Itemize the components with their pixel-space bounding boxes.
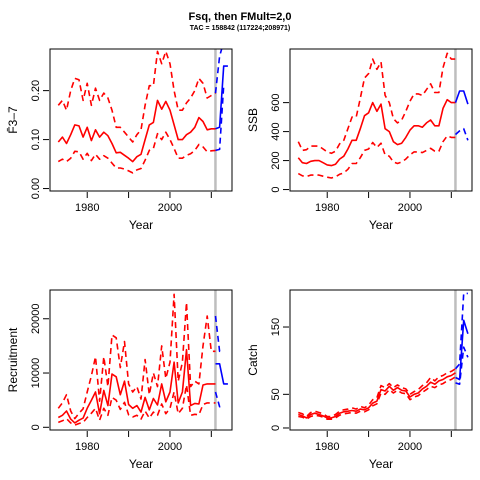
x-tick-label: 2000 xyxy=(158,202,182,214)
plot-area xyxy=(297,52,469,179)
y-tick-label: 20000 xyxy=(30,303,42,334)
x-axis-title: Year xyxy=(129,218,153,232)
y-tick-label: 0 xyxy=(30,424,42,430)
y-tick-label: 0.10 xyxy=(30,129,42,150)
x-tick-label: 2000 xyxy=(398,441,422,453)
y-axis-title: SSB xyxy=(246,108,260,132)
series-estimate-line xyxy=(57,99,216,163)
series-projection-upper-line xyxy=(454,292,468,370)
panel-top-right: 1980 2000 0 200 400 600 Year SSB xyxy=(246,48,473,232)
x-tick-label: 1980 xyxy=(315,441,339,453)
plot-area xyxy=(57,49,228,174)
y-tick-label: 10000 xyxy=(30,358,42,389)
x-tick-label: 1980 xyxy=(75,202,99,214)
series-lower-line xyxy=(298,376,456,421)
series-lower-line xyxy=(57,131,216,174)
series-upper-line xyxy=(297,52,456,155)
panel-top-left: 1980 2000 0.00 0.10 0.20 Year F̄3–7 xyxy=(6,48,233,232)
series-projection-lower-line xyxy=(215,85,225,152)
figure-subtitle: TAC = 158842 (117224;208971) xyxy=(190,25,290,32)
plot-frame xyxy=(49,48,233,192)
x-tick-label: 1980 xyxy=(315,202,339,214)
y-tick-label: 400 xyxy=(270,122,282,140)
y-axis-title: Recruitment xyxy=(6,327,20,392)
plot-area xyxy=(298,292,469,421)
x-axis-title: Year xyxy=(369,218,393,232)
series-lower-line xyxy=(297,135,456,179)
y-tick-label: 0.00 xyxy=(30,178,42,199)
series-projection-line xyxy=(215,362,228,385)
x-tick-label: 2000 xyxy=(398,202,422,214)
series-estimate-line xyxy=(297,98,456,167)
y-tick-label: 200 xyxy=(270,151,282,169)
y-tick-label: 0 xyxy=(270,425,282,431)
series-lower-line xyxy=(58,384,216,426)
series-estimate-line xyxy=(298,372,456,419)
series-upper-line xyxy=(57,293,216,420)
y-tick-label: 600 xyxy=(270,93,282,111)
series-projection-line xyxy=(215,65,228,130)
y-tick-label: 0 xyxy=(270,186,282,192)
plot-area xyxy=(57,293,228,426)
series-projection-line xyxy=(455,319,469,381)
series-estimate-line xyxy=(57,348,216,424)
series-projection-upper-line xyxy=(214,49,223,94)
y-tick-label: 50 xyxy=(270,388,282,400)
y-axis-title: F̄3–7 xyxy=(6,106,20,134)
plot-frame xyxy=(49,289,233,431)
x-axis-title: Year xyxy=(369,457,393,471)
series-projection-lower-line xyxy=(214,391,224,408)
y-tick-label: 0.20 xyxy=(30,80,42,101)
x-tick-label: 2000 xyxy=(158,441,182,453)
plot-frame xyxy=(289,289,473,431)
series-projection-upper-line xyxy=(214,315,224,353)
panel-bottom-right: 1980 2000 0 50 150 Year Catch xyxy=(246,289,473,471)
y-tick-label: 150 xyxy=(270,318,282,336)
plot-frame xyxy=(289,48,473,192)
series-projection-line xyxy=(454,90,469,105)
series-upper-line xyxy=(298,368,456,418)
x-tick-label: 1980 xyxy=(75,441,99,453)
series-projection-lower-line xyxy=(454,127,469,141)
series-projection-lower-line xyxy=(455,346,469,386)
x-axis-title: Year xyxy=(129,457,153,471)
figure-title: Fsq, then FMult=2,0 xyxy=(189,11,292,23)
series-upper-line xyxy=(57,50,216,143)
y-axis-title: Catch xyxy=(246,344,260,375)
